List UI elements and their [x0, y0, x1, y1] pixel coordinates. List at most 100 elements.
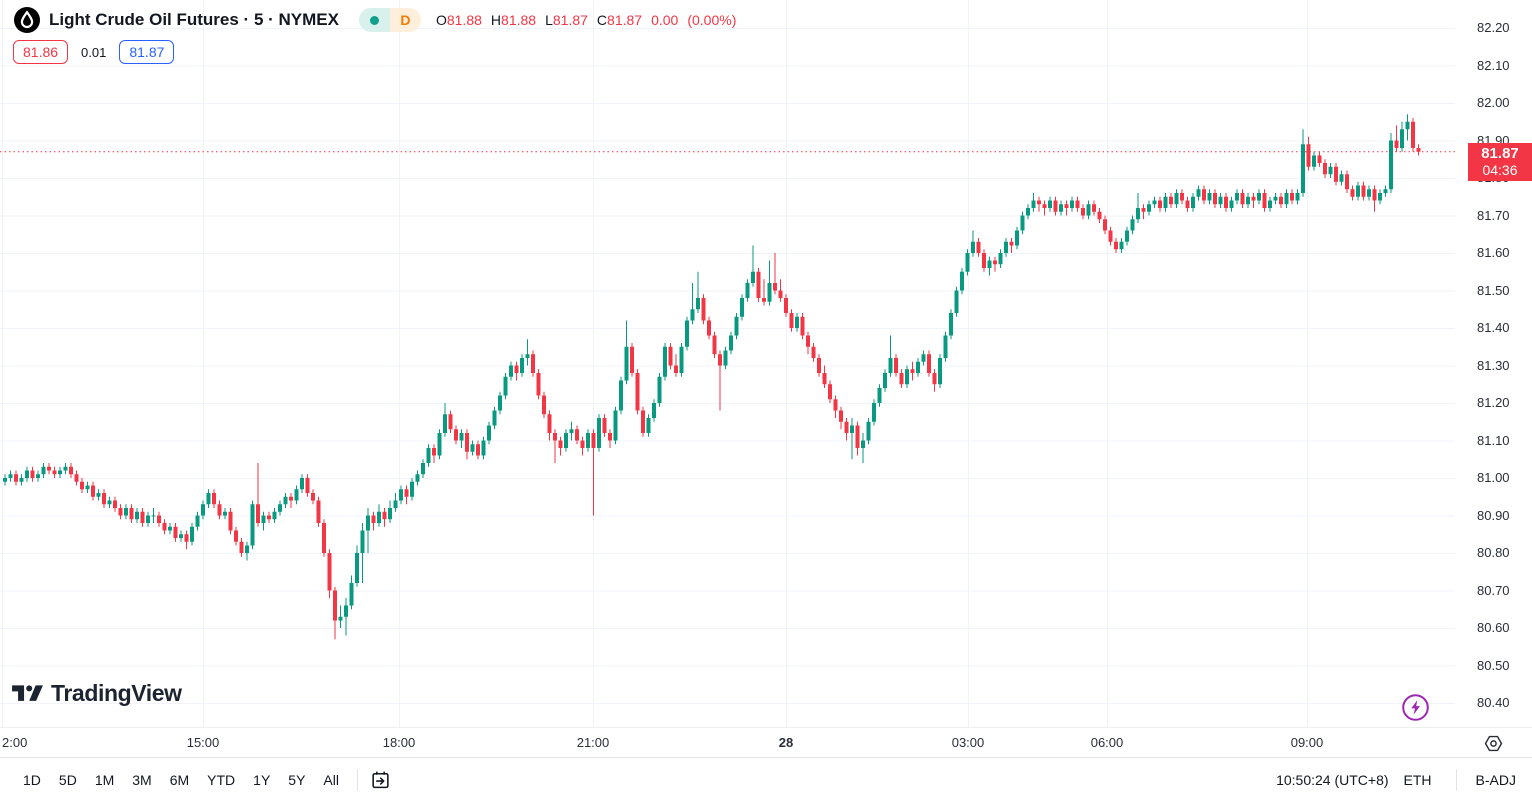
- candle-body: [564, 433, 568, 448]
- price-tick-label: 82.00: [1477, 95, 1510, 110]
- candle-body: [1339, 174, 1344, 182]
- candle-body: [14, 474, 18, 482]
- candle-body: [1405, 121, 1410, 130]
- range-button-1y[interactable]: 1Y: [253, 771, 271, 788]
- candle-body: [1009, 241, 1014, 246]
- candle-body: [1334, 166, 1338, 182]
- range-button-1m[interactable]: 1M: [94, 771, 115, 788]
- candle-body: [751, 271, 755, 283]
- candle-body: [1378, 193, 1382, 201]
- price-tick-label: 80.60: [1477, 620, 1510, 635]
- candle-body: [575, 429, 579, 441]
- candle-body: [162, 523, 167, 531]
- candle-body: [998, 253, 1003, 265]
- go-to-date-button[interactable]: [367, 766, 395, 794]
- candle-body: [1114, 241, 1118, 250]
- range-button-6m[interactable]: 6M: [169, 771, 190, 788]
- candle-body: [1235, 193, 1239, 201]
- candle-body: [85, 485, 90, 490]
- candle-body: [789, 313, 794, 328]
- candle-body: [630, 346, 634, 373]
- candle-body: [1059, 204, 1063, 212]
- adjustment-toggle[interactable]: B-ADJ: [1475, 771, 1516, 788]
- candle-body: [822, 373, 827, 385]
- candle-body: [1416, 148, 1421, 152]
- candle-body: [883, 373, 887, 388]
- buy-ask-button[interactable]: 81.87: [119, 40, 175, 64]
- market-status-interval-pill[interactable]: D: [358, 8, 421, 32]
- market-status-segment: [358, 8, 390, 32]
- candle-body: [558, 440, 563, 448]
- candle-body: [1136, 208, 1140, 220]
- instant-trading-button[interactable]: [1401, 693, 1430, 722]
- candle-body: [316, 500, 321, 523]
- candle-body: [355, 553, 359, 583]
- symbol-title[interactable]: Light Crude Oil Futures · 5 · NYMEX: [49, 10, 339, 29]
- candle-body: [591, 433, 596, 448]
- candle-body: [641, 410, 645, 433]
- axis-settings-corner[interactable]: [1455, 727, 1532, 758]
- candle-body: [1092, 204, 1096, 212]
- candle-body: [921, 354, 926, 362]
- range-button-3m[interactable]: 3M: [132, 771, 152, 788]
- tradingview-wordmark: TradingView: [51, 680, 182, 706]
- candle-body: [1152, 200, 1157, 205]
- session-toggle[interactable]: ETH: [1403, 771, 1432, 788]
- spread-value: 0.01: [81, 44, 107, 60]
- candle-body: [1048, 200, 1052, 208]
- interval-badge[interactable]: D: [389, 8, 421, 32]
- range-button-5y[interactable]: 5Y: [288, 771, 306, 788]
- candle-body: [1284, 193, 1289, 205]
- candle-body: [1213, 193, 1217, 205]
- candle-body: [1053, 200, 1058, 212]
- candle-body: [707, 320, 711, 336]
- candle-body: [1251, 196, 1256, 201]
- candle-body: [1037, 200, 1041, 205]
- candle-body: [80, 481, 84, 490]
- bottom-toolbar: 1D 5D 1M 3M 6M YTD 1Y 5Y All 10:50:24 (UTC+8) ET…: [0, 757, 1532, 801]
- time-tick-label: 21:00: [576, 735, 610, 750]
- candle-body: [344, 605, 348, 617]
- time-tick-label: 15:00: [186, 735, 220, 750]
- candle-body: [113, 500, 117, 508]
- price-tick-label: 80.70: [1477, 582, 1510, 598]
- candle-body: [965, 253, 970, 272]
- price-tick-label: 81.40: [1477, 320, 1510, 335]
- candle-body: [1295, 193, 1300, 201]
- candle-body: [712, 335, 717, 355]
- candle-body: [1070, 200, 1074, 208]
- candle-body: [1367, 189, 1371, 197]
- range-button-ytd[interactable]: YTD: [207, 771, 236, 788]
- candle-body: [1026, 208, 1030, 216]
- price-axis[interactable]: 81.87 04:36 82.2082.1082.0081.9081.8081.…: [1455, 0, 1532, 727]
- candle-body: [635, 373, 640, 411]
- candle-body: [542, 395, 546, 415]
- range-button-5d[interactable]: 5D: [58, 771, 77, 788]
- candle-body: [1191, 196, 1195, 208]
- clock-timezone[interactable]: 10:50:24 (UTC+8): [1276, 771, 1389, 788]
- last-price-value: 81.87: [1481, 144, 1519, 162]
- time-axis[interactable]: 2:00 15:00 18:00 21:00 28 03:00 06:00 09:00: [0, 727, 1455, 758]
- range-button-1d[interactable]: 1D: [23, 771, 41, 788]
- candle-body: [1119, 241, 1124, 250]
- range-button-all[interactable]: All: [323, 771, 339, 788]
- candle-body: [509, 365, 513, 377]
- candle-body: [987, 260, 992, 268]
- candle-body: [1108, 230, 1113, 242]
- candle-body: [949, 313, 953, 336]
- candle-body: [597, 418, 601, 448]
- candle-body: [657, 376, 662, 403]
- candle-body: [619, 380, 623, 411]
- candle-body: [487, 425, 491, 441]
- sell-bid-button[interactable]: 81.86: [13, 40, 69, 64]
- candle-body: [476, 444, 480, 456]
- candle-body: [283, 496, 288, 505]
- price-chart[interactable]: [0, 0, 1455, 727]
- price-change-percent: (0.00%): [687, 12, 737, 28]
- candle-body: [421, 463, 425, 475]
- lightning-icon: [1402, 694, 1429, 721]
- time-tick-label: 2:00: [2, 735, 28, 750]
- candle-body: [679, 346, 684, 373]
- candle-body: [1004, 241, 1008, 253]
- candle-body: [580, 440, 585, 448]
